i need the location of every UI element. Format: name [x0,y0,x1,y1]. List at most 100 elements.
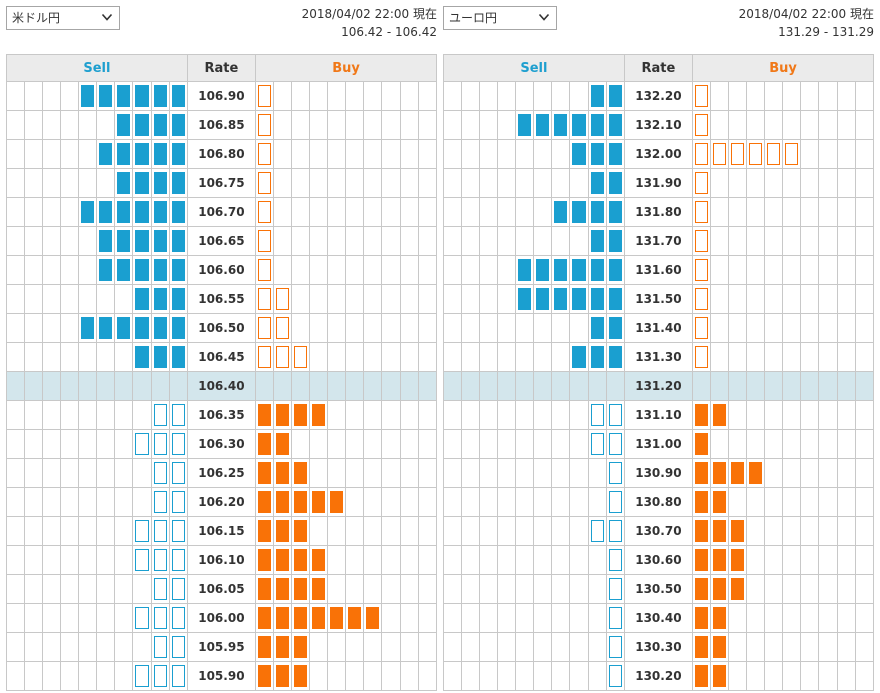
sell-order-bar [81,85,95,107]
rate-value: 106.35 [186,400,257,430]
rate-row: 106.15 [5,516,438,546]
sell-order-bar [608,172,622,194]
sell-order-bar [554,288,568,310]
buy-order-bar [258,491,272,513]
buy-order-bar [695,201,709,223]
sell-order-bar [153,201,167,223]
sell-order-bar [135,230,149,252]
buy-order-bar [695,85,709,107]
buy-order-bar [294,520,308,542]
buy-order-bar [294,636,308,658]
rate-row: 106.25 [5,458,438,488]
rate-value: 131.90 [623,168,694,198]
rate-value: 130.50 [623,574,694,604]
buy-order-bar [695,404,709,426]
current-rate-row: 106.40 [5,371,438,401]
sell-order-bar [171,491,185,513]
sell-order-bar [135,172,149,194]
sell-order-bar [153,433,167,455]
buy-order-bar [731,462,745,484]
buy-header: Buy [255,54,437,82]
rate-row: 132.00 [442,139,875,169]
rate-row: 106.80 [5,139,438,169]
quote-info: 2018/04/02 22:00 現在 131.29 - 131.29 [739,5,874,41]
rate-row: 130.40 [442,603,875,633]
sell-order-bar [171,607,185,629]
rate-value: 132.00 [623,139,694,169]
rate-row: 130.20 [442,661,875,691]
sell-order-bar [153,114,167,136]
sell-order-bar [135,317,149,339]
currency-pair-select[interactable]: 米ドル円 [6,6,120,30]
rate-row: 105.95 [5,632,438,662]
sell-order-bar [518,288,532,310]
sell-order-bar [99,259,113,281]
sell-order-bar [153,607,167,629]
sell-order-bar [117,201,131,223]
sell-order-bar [171,201,185,223]
order-book-table: Sell Rate Buy 132.20 132.10 132.00 131.90 131.8… [442,54,875,691]
buy-order-bar [276,665,290,687]
rate-row: 130.70 [442,516,875,546]
sell-order-bar [608,636,622,658]
buy-order-bar [348,607,362,629]
buy-order-bar [312,607,326,629]
sell-order-bar [572,201,586,223]
rate-row: 106.60 [5,255,438,285]
sell-order-bar [608,520,622,542]
sell-order-bar [153,143,167,165]
rate-row: 130.30 [442,632,875,662]
buy-order-bar [695,636,709,658]
sell-order-bar [171,636,185,658]
current-rate-row: 131.20 [442,371,875,401]
sell-order-bar [590,520,604,542]
sell-order-bar [608,259,622,281]
sell-order-bar [99,201,113,223]
sell-order-bar [135,520,149,542]
buy-order-bar [330,607,344,629]
buy-order-bar [713,607,727,629]
sell-order-bar [135,288,149,310]
rate-row: 106.30 [5,429,438,459]
rate-row: 106.75 [5,168,438,198]
sell-order-bar [608,433,622,455]
buy-order-bar [294,491,308,513]
buy-order-bar [695,491,709,513]
sell-order-bar [171,404,185,426]
sell-order-bar [554,201,568,223]
buy-order-bar [258,346,272,368]
rate-value: 131.60 [623,255,694,285]
buy-order-bar [276,578,290,600]
buy-order-bar [713,636,727,658]
rate-value: 106.50 [186,313,257,343]
buy-order-bar [695,520,709,542]
buy-order-bar [276,462,290,484]
sell-order-bar [536,259,550,281]
rate-row: 130.50 [442,574,875,604]
rate-value: 130.90 [623,458,694,488]
buy-order-bar [294,665,308,687]
sell-order-bar [171,172,185,194]
order-book-table: Sell Rate Buy 106.90 106.85 106.80 106.75 106.7… [5,54,438,691]
sell-order-bar [608,404,622,426]
sell-order-bar [135,259,149,281]
currency-pair-select[interactable]: ユーロ円 [443,6,557,30]
buy-order-bar [767,143,781,165]
sell-order-bar [590,85,604,107]
rate-value: 106.30 [186,429,257,459]
rate-value: 106.70 [186,197,257,227]
rate-value: 106.55 [186,284,257,314]
buy-order-bar [258,607,272,629]
sell-order-bar [590,230,604,252]
sell-order-bar [590,143,604,165]
sell-order-bar [536,114,550,136]
buy-order-bar [258,230,272,252]
sell-order-bar [171,85,185,107]
sell-order-bar [153,172,167,194]
rate-value: 105.95 [186,632,257,662]
rate-value: 130.30 [623,632,694,662]
buy-order-bar [731,549,745,571]
rate-value: 130.60 [623,545,694,575]
rate-row: 132.20 [442,81,875,111]
rate-value: 130.70 [623,516,694,546]
